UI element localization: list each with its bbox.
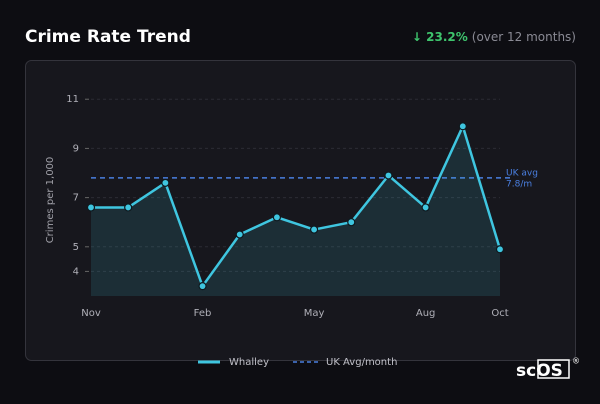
y-axis-label: Crimes per 1,000 [45,157,56,244]
point [124,203,133,212]
x-tick-label: May [304,308,325,319]
point [309,225,319,234]
y-tick-label: 11 [66,94,79,105]
y-tick-label: 5 [73,242,79,253]
line [91,125,502,288]
point [235,230,244,239]
brand-mark: ® [572,357,580,366]
card [25,60,576,361]
chart-title: Crime Rate Trend [25,27,191,47]
point [272,213,282,222]
change-arrow: ↓ [412,30,426,44]
brand: scOS [516,361,563,381]
legend-label: Whalley [229,357,269,368]
point [384,171,393,180]
point [458,122,467,131]
point [495,245,505,254]
x-tick-label: Feb [194,308,212,319]
brand-box [537,359,570,379]
x-tick-label: Aug [416,308,436,319]
y-tick-label: 7 [73,193,79,204]
point [86,203,96,212]
change-value: 23.2% [426,30,468,44]
point [161,178,170,187]
reference-label: 7.8/m [506,179,532,189]
x-tick-label: Nov [81,308,101,319]
point [198,282,207,291]
point [421,203,430,212]
y-tick-label: 4 [73,266,79,277]
point [347,218,356,227]
change-note: (over 12 months) [472,30,576,44]
reference-label: UK avg [506,168,538,178]
x-tick-label: Oct [491,308,508,319]
change: ↓ 23.2% (over 12 months) [412,30,576,44]
area [91,126,500,296]
y-tick-label: 9 [73,143,79,154]
legend-label: UK Avg/month [326,357,397,368]
